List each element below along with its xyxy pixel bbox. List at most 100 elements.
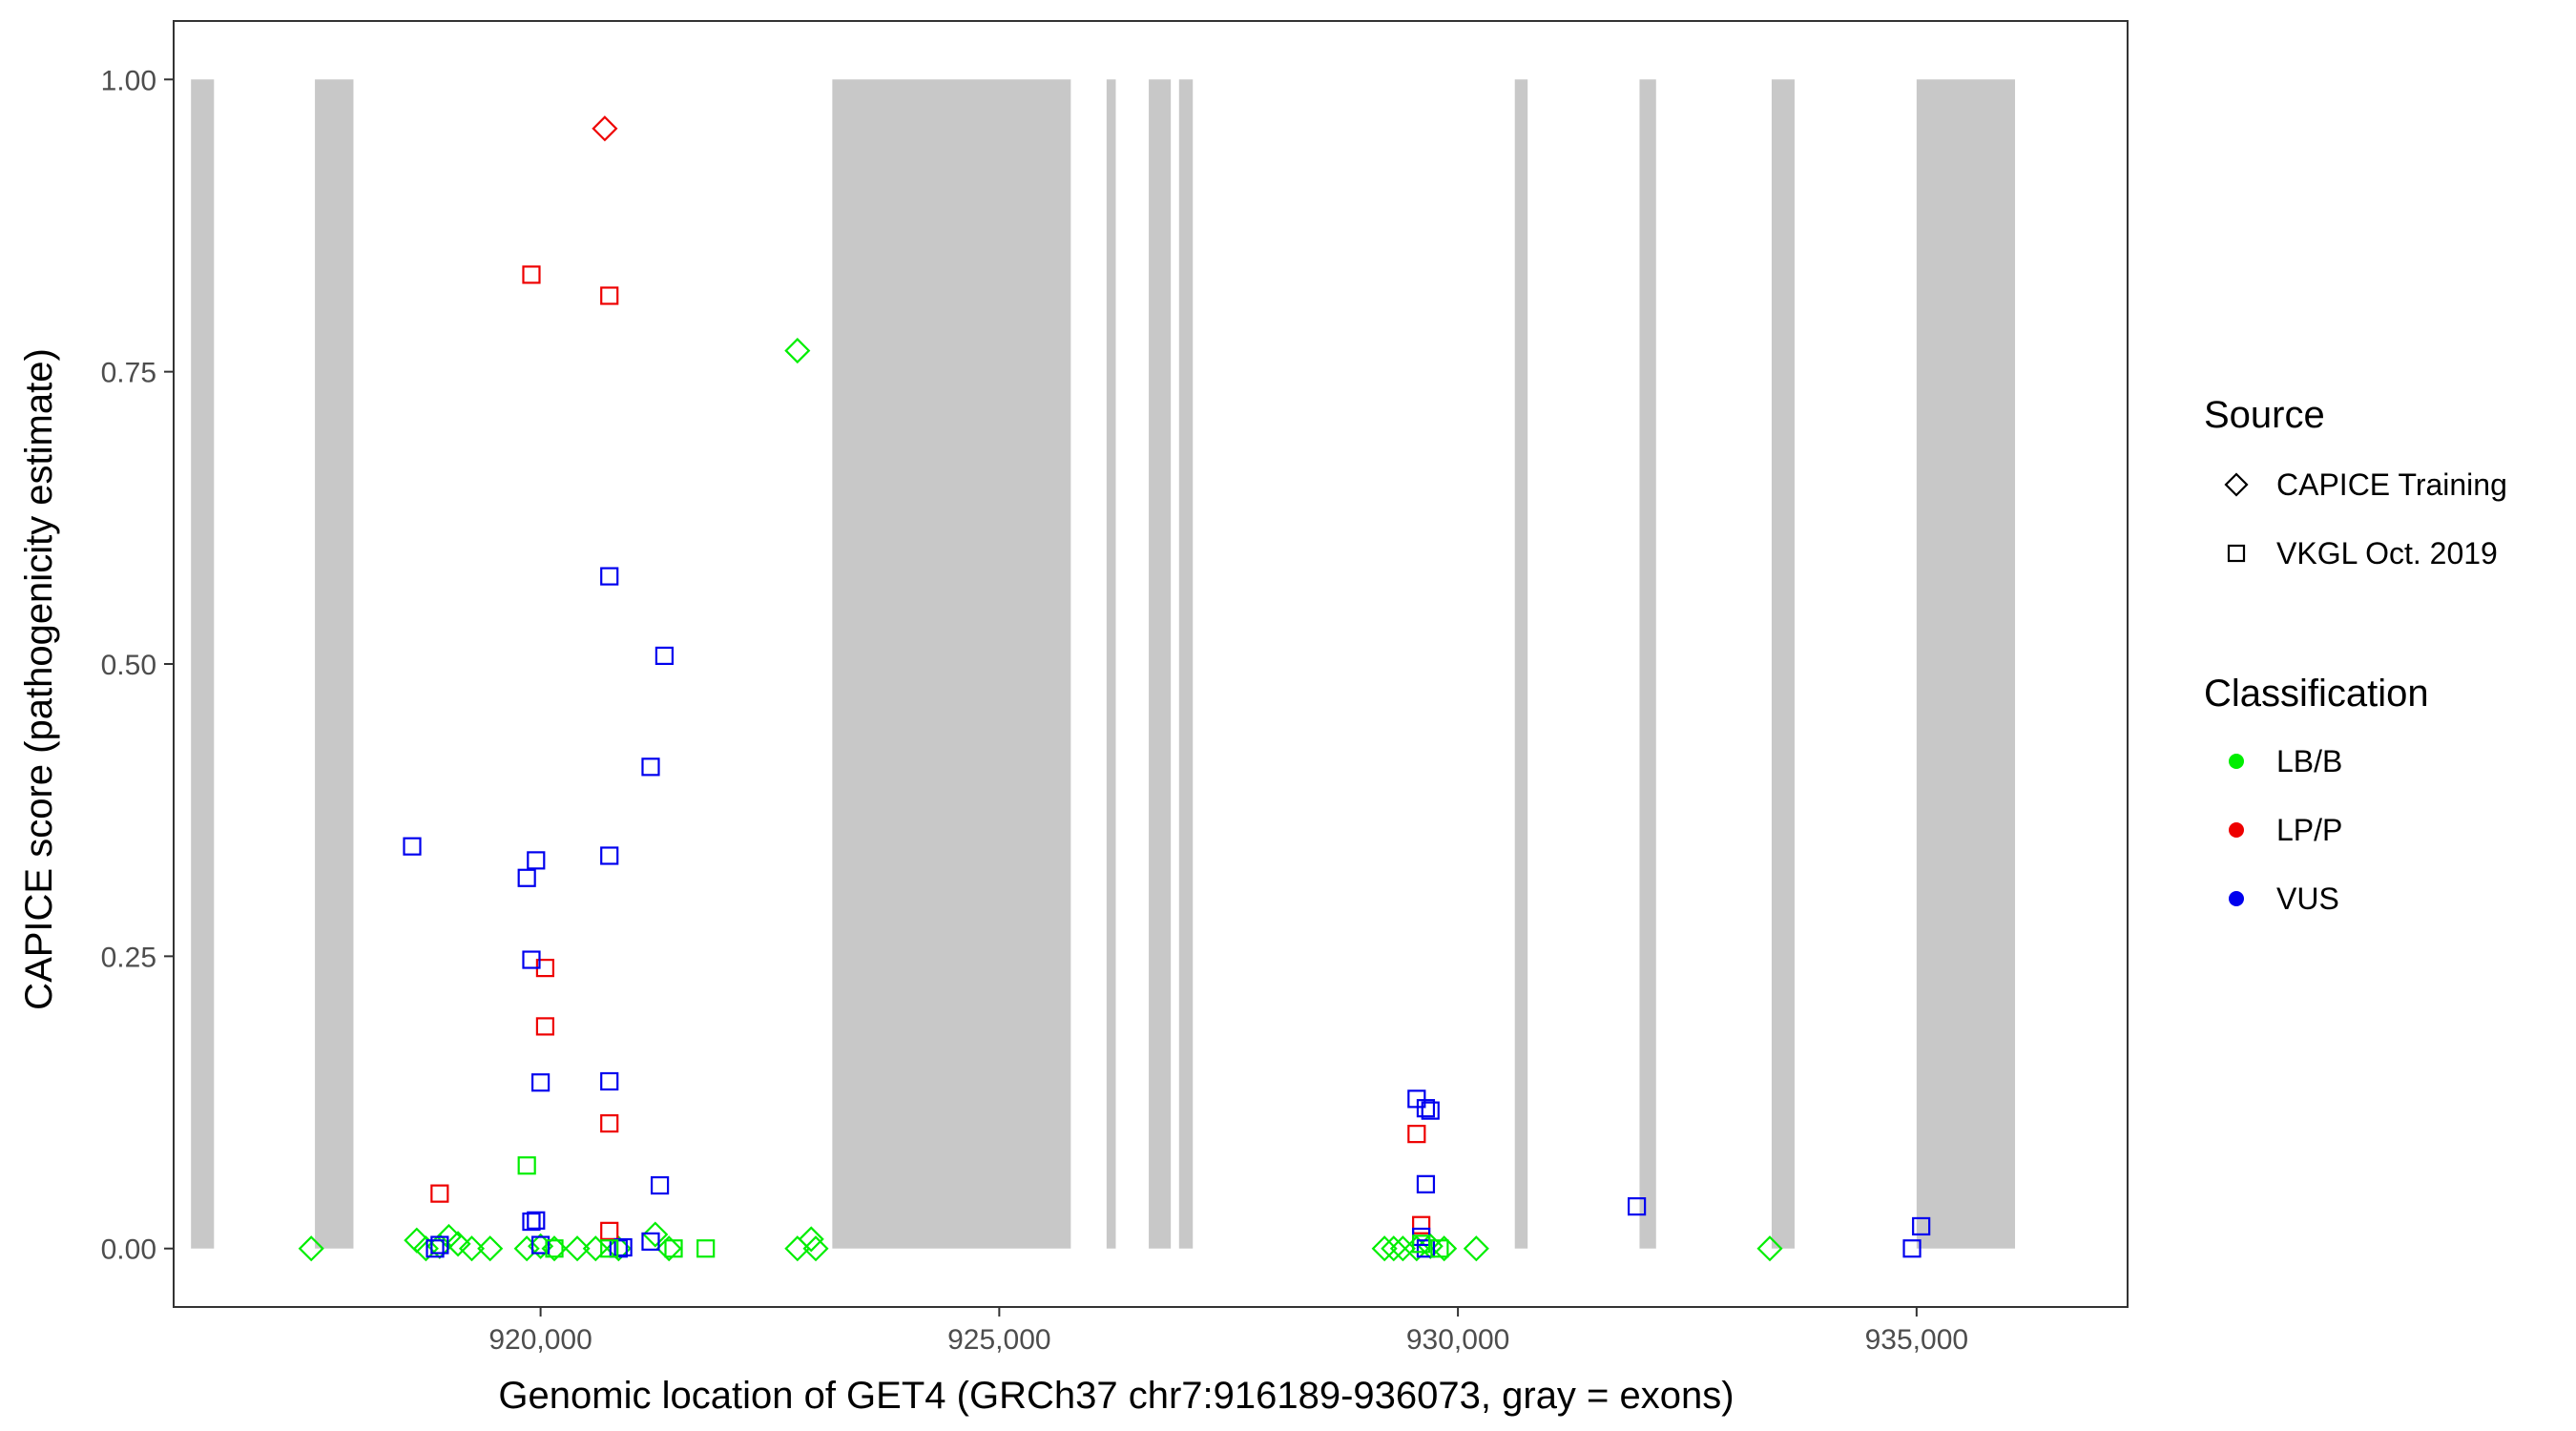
legend-classification-label: LP/P <box>2276 813 2342 847</box>
legend: Source CAPICE Training VKGL Oct. 2019 Cla… <box>2204 394 2507 916</box>
point-vkgl-60 <box>1421 1101 1440 1120</box>
legend-square-icon <box>2227 544 2246 563</box>
point-capice-18 <box>655 1235 682 1262</box>
point-capice-15 <box>582 1235 609 1262</box>
point-vkgl-39 <box>600 567 619 586</box>
point-vkgl-72 <box>1412 1234 1431 1254</box>
legend-classification-label: LB/B <box>2276 744 2342 778</box>
point-vkgl-61 <box>1416 1174 1436 1193</box>
exon-band-10 <box>1916 79 2016 1249</box>
point-vkgl-49 <box>650 1175 670 1195</box>
data-points <box>298 115 1931 1262</box>
legend-classification-items: LB/B LP/P VUS <box>2229 744 2342 916</box>
point-vkgl-40 <box>654 646 675 666</box>
point-capice-21 <box>802 1235 829 1262</box>
point-vkgl-63 <box>1416 1239 1436 1258</box>
point-capice-24 <box>1389 1235 1416 1262</box>
point-capice-14 <box>564 1235 591 1262</box>
point-vkgl-52 <box>426 1239 445 1258</box>
point-capice-28 <box>1463 1235 1489 1262</box>
point-vkgl-45 <box>517 868 536 887</box>
point-vkgl-73 <box>1430 1239 1449 1258</box>
exon-band-8 <box>1639 79 1656 1249</box>
point-vkgl-44 <box>527 851 546 870</box>
exon-band-5 <box>1149 79 1172 1249</box>
point-vkgl-59 <box>1416 1099 1436 1118</box>
point-vkgl-56 <box>613 1237 633 1257</box>
point-capice-2 <box>784 338 811 364</box>
point-capice-20 <box>798 1226 824 1253</box>
point-capice-22 <box>1371 1235 1398 1262</box>
point-vkgl-69 <box>600 1239 619 1258</box>
x-tick-label: 935,000 <box>1865 1324 1968 1356</box>
point-vkgl-34 <box>600 1114 619 1133</box>
x-tick-label: 920,000 <box>488 1324 592 1356</box>
x-tick-label: 930,000 <box>1406 1324 1509 1356</box>
point-capice-5 <box>412 1235 439 1262</box>
point-capice-11 <box>513 1235 540 1262</box>
point-vkgl-35 <box>430 1184 449 1203</box>
x-axis-title: Genomic location of GET4 (GRCh37 chr7:91… <box>498 1375 1734 1417</box>
exon-band-7 <box>1514 79 1528 1249</box>
y-tick-label: 0.75 <box>101 358 156 389</box>
point-vkgl-68 <box>545 1239 564 1258</box>
point-vkgl-70 <box>664 1239 683 1258</box>
y-axis-title: CAPICE score (pathogenicity estimate) <box>18 348 60 1010</box>
point-vkgl-41 <box>641 757 660 777</box>
point-vkgl-64 <box>1627 1197 1647 1216</box>
point-capice-10 <box>477 1235 504 1262</box>
legend-source-items: CAPICE Training VKGL Oct. 2019 <box>2224 467 2507 570</box>
point-capice-27 <box>1431 1235 1458 1262</box>
point-capice-1 <box>592 115 618 142</box>
y-tick-label: 1.00 <box>101 65 156 96</box>
point-vkgl-58 <box>1407 1089 1426 1109</box>
exon-band-3 <box>832 79 1071 1249</box>
exon-band-4 <box>1106 79 1116 1249</box>
exon-band-1 <box>191 79 215 1249</box>
point-vkgl-55 <box>609 1239 628 1258</box>
y-tick-label: 0.50 <box>101 650 156 681</box>
point-vkgl-36 <box>600 1221 619 1240</box>
point-vkgl-57 <box>641 1232 660 1251</box>
point-vkgl-66 <box>1912 1216 1931 1236</box>
point-vkgl-65 <box>1902 1239 1922 1258</box>
point-capice-17 <box>642 1221 669 1248</box>
legend-color-dot <box>2229 822 2244 838</box>
legend-source-label: CAPICE Training <box>2276 467 2507 502</box>
point-vkgl-38 <box>1412 1215 1431 1234</box>
x-axis: 920,000 925,000 930,000 935,000 <box>488 1307 1968 1356</box>
y-tick-label: 0.25 <box>101 942 156 973</box>
point-capice-23 <box>1381 1235 1407 1262</box>
legend-source-title: Source <box>2204 394 2325 436</box>
legend-color-dot <box>2229 891 2244 906</box>
point-capice-9 <box>458 1235 486 1262</box>
legend-classification-title: Classification <box>2204 673 2429 715</box>
point-vkgl-46 <box>522 950 541 969</box>
point-vkgl-53 <box>430 1235 449 1255</box>
point-vkgl-54 <box>531 1235 551 1255</box>
point-vkgl-50 <box>522 1212 541 1232</box>
y-tick-label: 0.00 <box>101 1234 156 1266</box>
point-vkgl-42 <box>403 837 422 856</box>
legend-color-dot <box>2229 754 2244 769</box>
point-vkgl-47 <box>531 1073 551 1092</box>
legend-diamond-icon <box>2224 472 2249 497</box>
point-vkgl-67 <box>517 1156 536 1175</box>
point-vkgl-33 <box>535 1017 555 1036</box>
y-axis: 0.00 0.25 0.50 0.75 1.00 <box>101 65 174 1266</box>
exon-band-9 <box>1771 79 1795 1249</box>
point-vkgl-48 <box>600 1071 619 1091</box>
point-vkgl-30 <box>522 265 541 284</box>
legend-source-label: VKGL Oct. 2019 <box>2276 536 2498 570</box>
point-vkgl-51 <box>527 1211 546 1230</box>
exon-band-2 <box>315 79 354 1249</box>
point-vkgl-31 <box>600 286 619 305</box>
point-capice-29 <box>1756 1235 1783 1262</box>
x-tick-label: 925,000 <box>947 1324 1050 1356</box>
exon-band-6 <box>1178 79 1194 1249</box>
point-vkgl-71 <box>696 1239 716 1258</box>
point-capice-3 <box>298 1235 324 1262</box>
exon-bands <box>191 79 2016 1249</box>
